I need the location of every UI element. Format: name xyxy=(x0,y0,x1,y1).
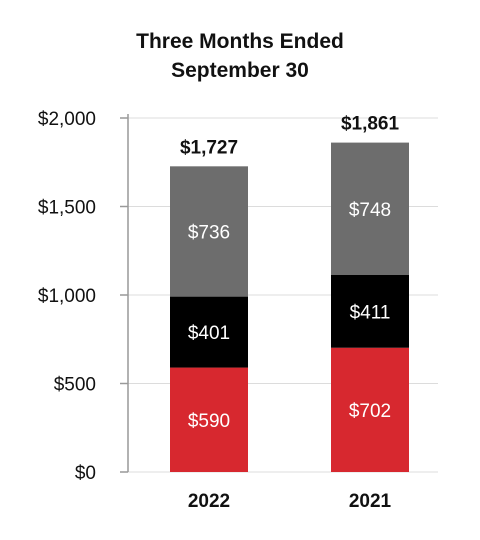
labels: $590 $401 $736 $1,727 2022 $702 $411 $748 $1,861… xyxy=(180,114,400,512)
y-tick-label: $2,000 xyxy=(38,109,96,130)
data-label: $590 xyxy=(188,411,230,432)
y-tick-label: $500 xyxy=(54,375,96,396)
bar-segment xyxy=(170,296,248,368)
total-label: $1,861 xyxy=(341,114,400,135)
chart-subtitle: September 30 xyxy=(171,59,309,82)
bars xyxy=(170,142,409,472)
data-label: $748 xyxy=(349,200,391,221)
bar-segment xyxy=(331,347,409,472)
data-label: $411 xyxy=(350,302,391,323)
bar-segment xyxy=(170,367,248,472)
bar-segment xyxy=(331,274,409,348)
y-tick-label: $1,500 xyxy=(38,198,96,219)
data-label: $702 xyxy=(349,401,391,422)
data-label: $401 xyxy=(188,323,230,344)
x-tick-label: 2021 xyxy=(349,491,392,512)
bar-segment xyxy=(331,142,409,275)
x-tick-label: 2022 xyxy=(188,491,230,512)
y-tick-label: $1,000 xyxy=(38,286,96,307)
y-axis: $0 $500 $1,000 $1,500 $2,000 xyxy=(38,109,129,484)
chart-title: Three Months Ended xyxy=(136,30,344,53)
bar-segment xyxy=(170,166,248,297)
total-label: $1,727 xyxy=(180,137,238,158)
data-label: $736 xyxy=(188,222,230,243)
y-tick-label: $0 xyxy=(75,463,96,484)
